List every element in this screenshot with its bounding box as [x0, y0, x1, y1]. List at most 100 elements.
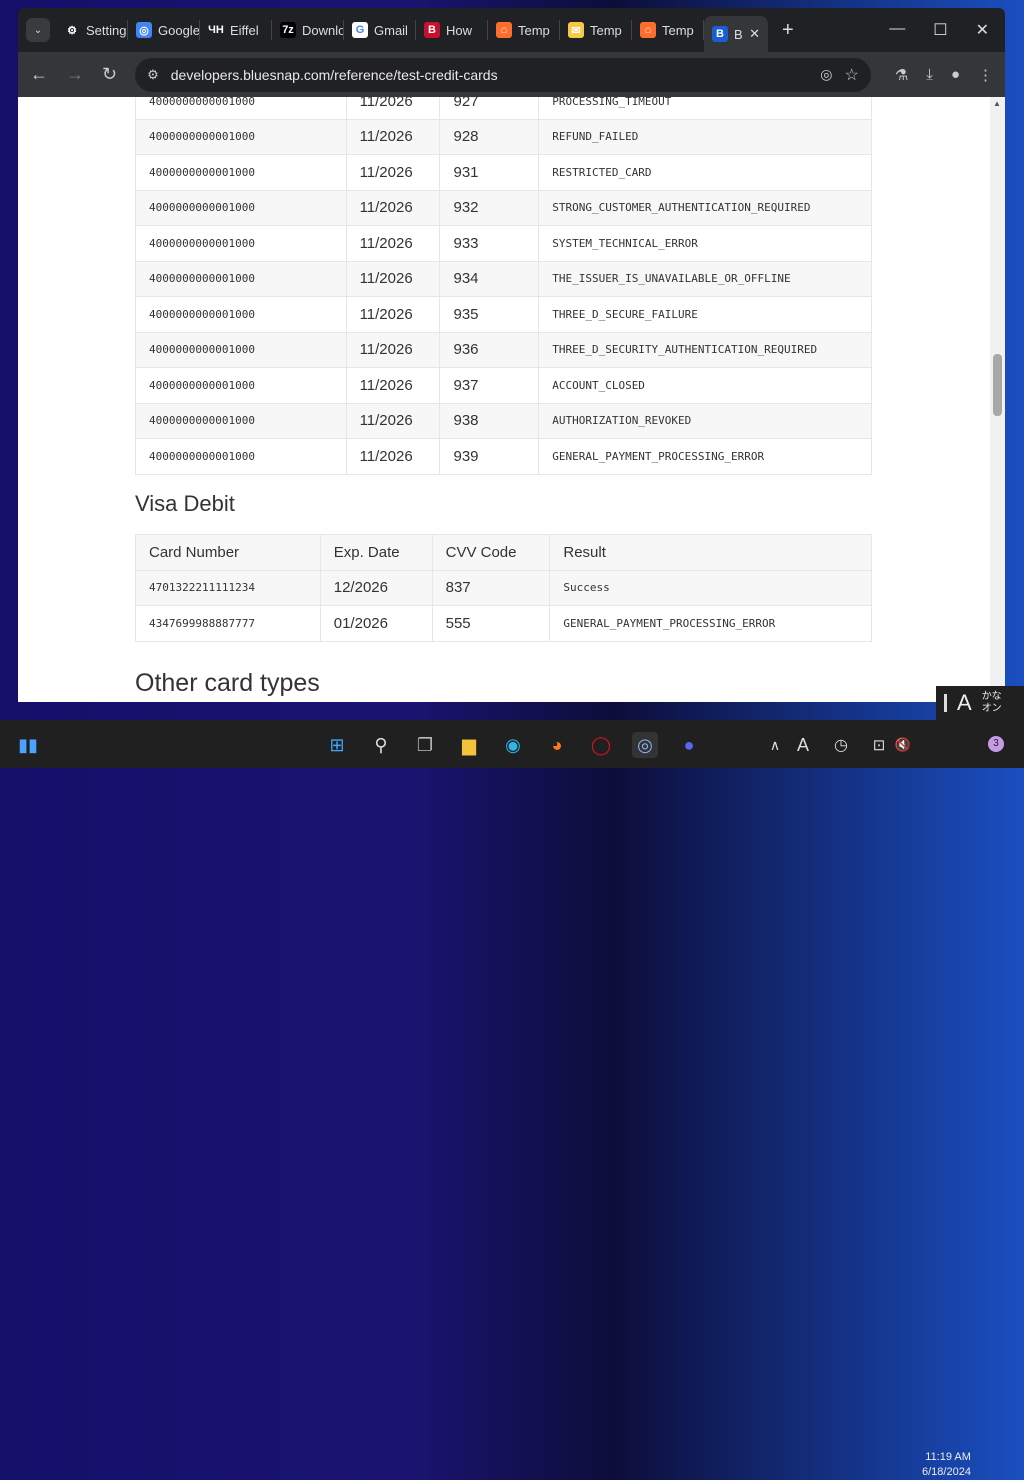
tray-overflow-icon[interactable]: ∧ — [769, 736, 781, 753]
tab[interactable]: 7z Download — [272, 20, 344, 40]
maximize-button[interactable]: ☐ — [933, 22, 948, 39]
tab[interactable]: ⌂ Temp — [488, 20, 560, 40]
bluesnap-icon: B — [712, 26, 728, 42]
tab-title: Temp — [590, 22, 622, 38]
google-g-icon: G — [352, 22, 368, 38]
volume-muted-icon[interactable]: 🔇 — [894, 737, 912, 752]
back-button[interactable]: ← — [30, 64, 48, 84]
exp-date: 11/2026 — [345, 225, 441, 262]
chrome-icon[interactable]: ◎ — [632, 732, 658, 758]
table-row: 4000000000001000 11/2026 938 AUTHORIZATION_… — [135, 402, 872, 439]
cvv-code: 928 — [439, 118, 540, 155]
toolbar: ← → ↻ ⚙ developers.bluesnap.com/referenc… — [18, 52, 1005, 97]
widgets-icon[interactable]: ▮▮ — [18, 734, 38, 755]
temp-icon: ⌂ — [496, 22, 512, 38]
minimize-button[interactable]: — — [889, 20, 906, 37]
ime-mode[interactable]: A — [957, 690, 972, 715]
tab[interactable]: B B ✕ — [704, 16, 768, 52]
cvv-code: 555 — [431, 605, 551, 642]
firefox-icon[interactable]: ◕ — [551, 734, 563, 755]
tab-title: Gmail — [374, 22, 408, 38]
notification-badge[interactable]: 3 — [988, 736, 1004, 752]
tab[interactable]: B How — [416, 20, 488, 40]
start-icon[interactable]: ⊞ — [329, 734, 345, 755]
tab-title: Temp — [662, 22, 694, 38]
column-header: CVV Code — [431, 534, 551, 571]
edge-icon[interactable]: ◉ — [505, 734, 521, 755]
menu-icon[interactable]: ⋮ — [978, 66, 993, 84]
tab-search-button[interactable]: ⌄ — [26, 18, 50, 42]
column-header: Exp. Date — [319, 534, 433, 571]
tab[interactable]: ◎ Google — [128, 20, 200, 40]
taskbar: ▮▮ ⊞ ⚲ ❐ ▆ ◉ ◕ ◯ ◎ ● ∧ A ◷ ⊡ 🔇 11:19 AM 6… — [0, 720, 1024, 1478]
tab-title: Settings — [86, 22, 127, 38]
exp-date: 11/2026 — [345, 189, 441, 226]
exp-date: 11/2026 — [345, 367, 441, 404]
card-number: 4000000000001000 — [135, 296, 347, 333]
tab[interactable]: ✉ Temp — [560, 20, 632, 40]
cvv-code: 927 — [439, 97, 540, 120]
table-row: 4000000000001000 11/2026 928 REFUND_FAILED — [135, 118, 872, 155]
reload-button[interactable]: ↻ — [102, 64, 118, 84]
visa-debit-table: Card Number Exp. Date CVV Code Result 470132… — [135, 534, 872, 642]
labs-flask-icon[interactable]: ⚗ — [894, 66, 909, 84]
scrollbar-thumb[interactable] — [993, 354, 1002, 416]
visa-debit-heading: Visa Debit — [135, 491, 235, 516]
eye-off-icon[interactable]: ◎ — [820, 66, 833, 82]
close-tab-icon[interactable]: ✕ — [749, 26, 760, 41]
column-header: Card Number — [135, 534, 321, 571]
clock-app-icon[interactable]: ◷ — [834, 737, 848, 754]
eiffel-icon: ЧН — [208, 24, 224, 36]
address-bar[interactable]: ⚙ developers.bluesnap.com/reference/test… — [135, 57, 871, 92]
exp-date: 11/2026 — [345, 97, 441, 120]
mail-icon: ✉ — [568, 22, 584, 38]
url-text[interactable]: developers.bluesnap.com/reference/test-c… — [170, 66, 498, 83]
close-window-button[interactable]: ✕ — [975, 22, 989, 39]
browser-window: ⌄ ⚙ Settings ◎ Google ЧН Eiffel 7z Download G Gma… — [18, 8, 1005, 702]
tab[interactable]: ⚙ Settings — [56, 20, 128, 40]
result: STRONG_CUSTOMER_AUTHENTICATION_REQUIRED — [538, 189, 872, 226]
result: THREE_D_SECURITY_AUTHENTICATION_REQUIRED — [538, 331, 872, 368]
new-tab-button[interactable]: + — [782, 18, 794, 41]
profile-icon[interactable]: ● — [950, 66, 960, 83]
bookmark-star-icon[interactable]: ☆ — [844, 66, 859, 84]
table-row: 4000000000001000 11/2026 931 RESTRICTED_CAR… — [135, 154, 872, 191]
ime-tray-icon[interactable]: A — [796, 734, 809, 755]
7zip-icon: 7z — [280, 22, 296, 38]
network-icon[interactable]: ⊡ — [872, 737, 886, 754]
card-number: 4347699988887777 — [135, 605, 321, 642]
result: REFUND_FAILED — [538, 118, 872, 155]
card-number: 4701322211111234 — [135, 569, 321, 606]
result: THE_ISSUER_IS_UNAVAILABLE_OR_OFFLINE — [538, 260, 872, 297]
page-content: 4000000000001000 11/2026 927 PROCESSING_TIM… — [18, 97, 990, 702]
forward-button[interactable]: → — [66, 64, 84, 84]
other-card-types-heading: Other card types — [135, 669, 320, 697]
result: PROCESSING_TIMEOUT — [538, 97, 872, 120]
file-explorer-icon[interactable]: ▆ — [462, 734, 476, 755]
download-icon[interactable]: ⤓ — [926, 66, 933, 83]
gear-icon: ⚙ — [67, 24, 77, 37]
tab-title: B — [734, 26, 743, 42]
tab-strip: ⌄ ⚙ Settings ◎ Google ЧН Eiffel 7z Download G Gma… — [18, 8, 1005, 52]
search-icon[interactable]: ⚲ — [374, 734, 388, 755]
card-number: 4000000000001000 — [135, 225, 347, 262]
discord-icon[interactable]: ● — [683, 734, 695, 755]
tab[interactable]: ⌂ Temp — [632, 20, 704, 40]
table-row: 4000000000001000 11/2026 939 GENERAL_PAYMEN… — [135, 438, 872, 475]
system-clock[interactable]: 11:19 AM 6/18/2024 — [922, 1450, 971, 1480]
site-info-icon[interactable]: ⚙ — [147, 66, 159, 82]
card-number: 4000000000001000 — [135, 438, 347, 475]
table-row: 4347699988887777 01/2026 555 GENERAL_PAYMEN… — [135, 605, 872, 642]
ime-bar[interactable]: A かな オン — [936, 686, 1024, 720]
tab[interactable]: ЧН Eiffel — [200, 20, 272, 40]
tab[interactable]: G Gmail — [344, 20, 416, 40]
card-number: 4000000000001000 — [135, 331, 347, 368]
exp-date: 11/2026 — [345, 260, 441, 297]
opera-icon[interactable]: ◯ — [590, 734, 612, 755]
exp-date: 12/2026 — [319, 569, 433, 606]
cvv-code: 939 — [439, 438, 540, 475]
result: THREE_D_SECURE_FAILURE — [538, 296, 872, 333]
exp-date: 11/2026 — [345, 296, 441, 333]
task-view-icon[interactable]: ❐ — [416, 734, 434, 755]
scrollbar[interactable]: ▲ — [990, 97, 1005, 702]
